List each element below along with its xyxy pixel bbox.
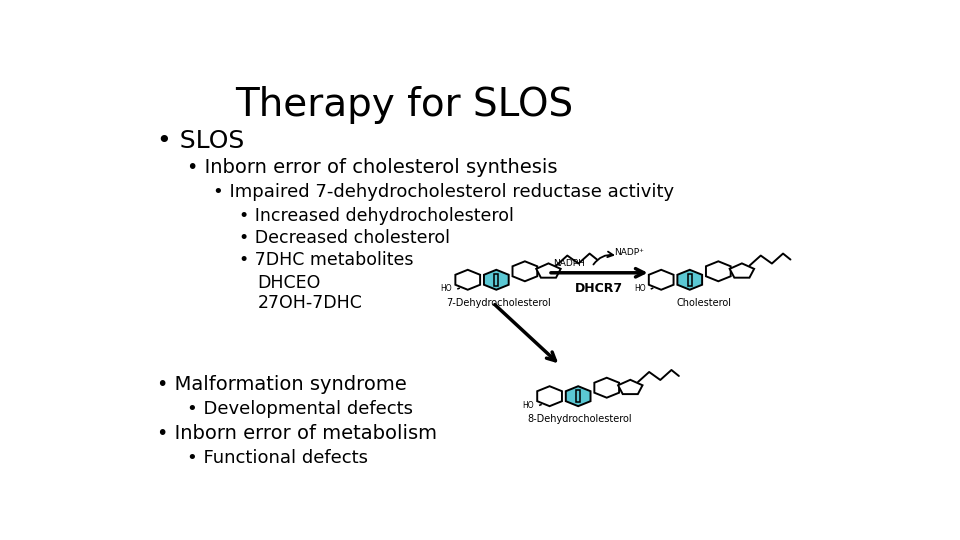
Polygon shape	[513, 261, 538, 281]
Text: • Decreased cholesterol: • Decreased cholesterol	[239, 229, 450, 247]
Text: DHCEO: DHCEO	[257, 274, 321, 292]
Text: • Inborn error of metabolism: • Inborn error of metabolism	[157, 424, 437, 443]
Polygon shape	[594, 378, 619, 397]
Polygon shape	[484, 270, 509, 290]
Polygon shape	[687, 274, 692, 286]
Text: • Developmental defects: • Developmental defects	[187, 400, 413, 417]
Text: Cholesterol: Cholesterol	[677, 298, 732, 308]
Text: HO: HO	[441, 284, 452, 293]
Text: • Functional defects: • Functional defects	[187, 449, 368, 468]
Text: • Increased dehydrocholesterol: • Increased dehydrocholesterol	[239, 207, 514, 225]
Polygon shape	[494, 274, 498, 286]
Text: • 7DHC metabolites: • 7DHC metabolites	[239, 251, 414, 269]
Polygon shape	[730, 264, 755, 278]
Text: DHCR7: DHCR7	[575, 282, 623, 295]
Text: HO: HO	[522, 401, 534, 410]
Polygon shape	[706, 261, 731, 281]
Text: • SLOS: • SLOS	[157, 129, 245, 153]
Text: • Inborn error of cholesterol synthesis: • Inborn error of cholesterol synthesis	[187, 158, 558, 177]
Polygon shape	[537, 264, 561, 278]
Text: • Impaired 7-dehydrocholesterol reductase activity: • Impaired 7-dehydrocholesterol reductas…	[213, 183, 674, 201]
Text: 7-Dehydrocholesterol: 7-Dehydrocholesterol	[445, 298, 550, 308]
Polygon shape	[649, 270, 674, 290]
Polygon shape	[538, 386, 562, 406]
Text: • Malformation syndrome: • Malformation syndrome	[157, 375, 407, 394]
Text: 27OH-7DHC: 27OH-7DHC	[257, 294, 363, 312]
Text: NADP⁺: NADP⁺	[614, 248, 644, 257]
Text: Therapy for SLOS: Therapy for SLOS	[235, 85, 573, 124]
Polygon shape	[455, 270, 480, 290]
Polygon shape	[565, 386, 590, 406]
Text: 8-Dehydrocholesterol: 8-Dehydrocholesterol	[528, 414, 633, 424]
Polygon shape	[618, 380, 642, 394]
Polygon shape	[576, 390, 580, 402]
Text: HO: HO	[634, 284, 645, 293]
Text: NADPH: NADPH	[554, 259, 586, 268]
Polygon shape	[678, 270, 702, 290]
